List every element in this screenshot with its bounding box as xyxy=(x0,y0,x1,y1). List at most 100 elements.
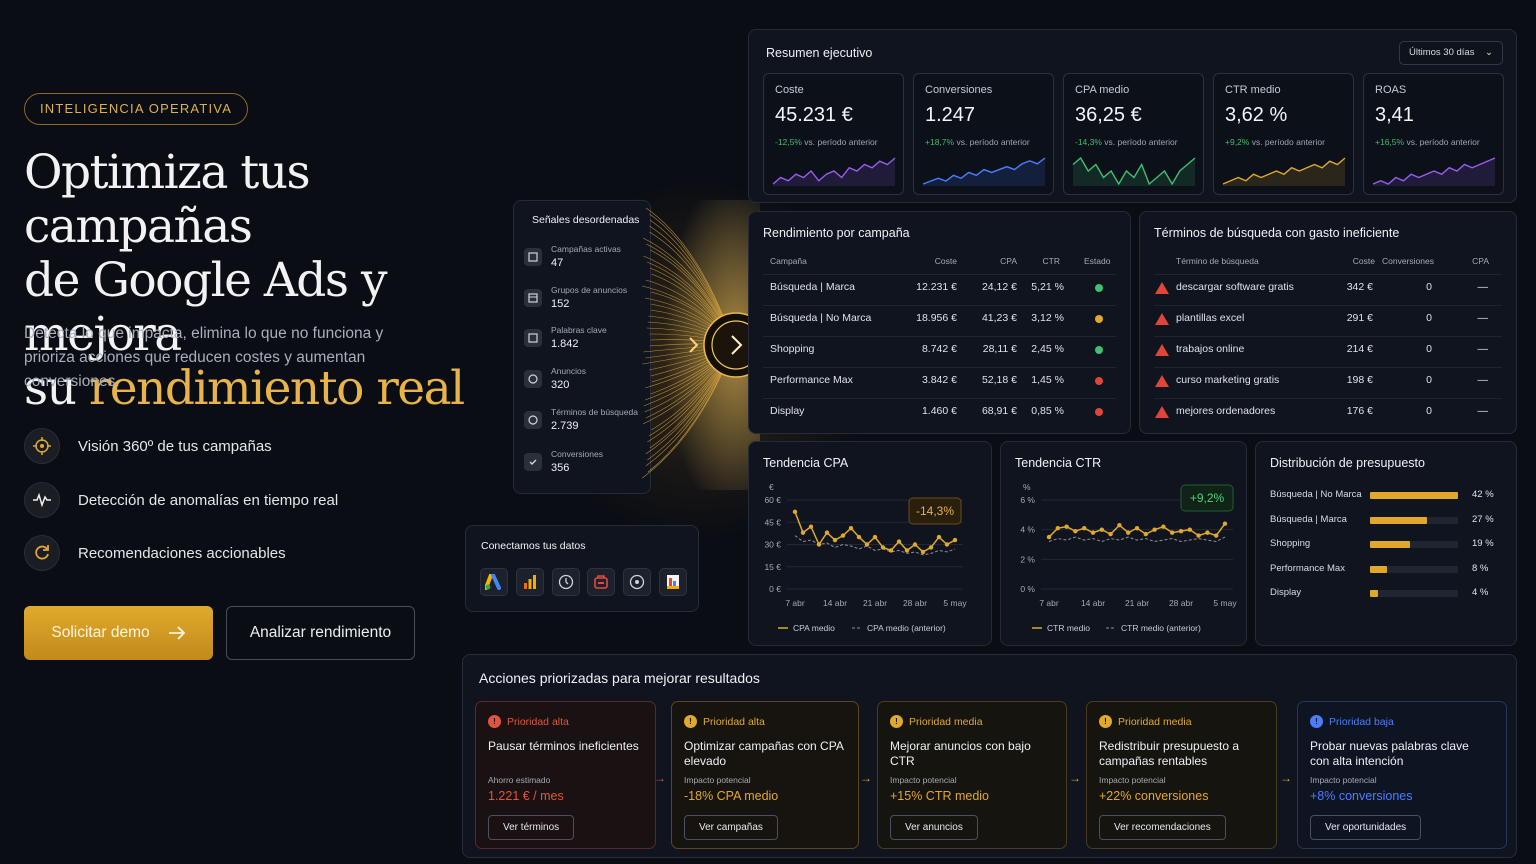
warning-icon xyxy=(1155,344,1169,356)
kpi-sparkline xyxy=(1222,154,1346,186)
kpi-card[interactable]: CTR medio 3,62 % +9,2% vs. período anterio… xyxy=(1213,73,1354,195)
campaigns-title: Rendimiento por campaña xyxy=(763,226,910,240)
target-icon[interactable] xyxy=(623,568,651,596)
kpi-delta-text: vs. período anterior xyxy=(1249,137,1325,147)
search-term[interactable]: descargar software gratis xyxy=(1176,281,1294,293)
analytics-icon[interactable] xyxy=(516,568,544,596)
warning-icon xyxy=(1155,375,1169,387)
action-button[interactable]: Ver términos xyxy=(488,815,574,840)
kpi-value: 3,41 xyxy=(1375,104,1414,127)
store-icon[interactable] xyxy=(587,568,615,596)
legend-label: CTR medio (anterior) xyxy=(1121,623,1201,633)
term-cost: 291 € xyxy=(1347,312,1373,324)
col-header: Término de búsqueda xyxy=(1176,256,1259,266)
term-cost: 214 € xyxy=(1347,343,1373,355)
kpi-card[interactable]: Coste 45.231 € -12,5% vs. período anterior xyxy=(763,73,904,195)
kpi-sparkline xyxy=(922,154,1046,186)
signal-label: Conversiones xyxy=(551,449,603,460)
priority-text: Prioridad media xyxy=(1118,716,1192,728)
feature-label: Visión 360º de tus campañas xyxy=(78,438,272,455)
data-point xyxy=(945,542,949,546)
signal-item: Campañas activas 47 xyxy=(524,244,621,270)
row-divider xyxy=(763,274,1116,275)
data-point xyxy=(801,530,805,534)
kpi-delta-value: +16,5% xyxy=(1375,137,1404,147)
data-studio-icon[interactable] xyxy=(659,568,687,596)
chevron-down-icon: ⌄ xyxy=(1485,42,1493,64)
data-point xyxy=(1100,527,1104,531)
campaign-name[interactable]: Búsqueda | Marca xyxy=(770,281,855,293)
google-ads-icon[interactable] xyxy=(480,568,508,596)
kpi-card[interactable]: CPA medio 36,25 € -14,3% vs. período anter… xyxy=(1063,73,1204,195)
data-point xyxy=(873,535,877,539)
priority-text: Prioridad baja xyxy=(1329,716,1394,728)
action-button[interactable]: Ver anuncios xyxy=(890,815,978,840)
kpi-delta-value: -12,5% xyxy=(775,137,802,147)
campaign-name[interactable]: Shopping xyxy=(770,343,814,355)
campaign-cost: 8.742 € xyxy=(922,343,957,355)
executive-summary-panel: Resumen ejecutivo Últimos 30 días ⌄ Coste… xyxy=(748,29,1517,203)
budget-bar xyxy=(1370,566,1387,573)
kpi-value: 1.247 xyxy=(925,104,975,127)
legend-label: CPA medio xyxy=(793,623,835,633)
kpi-card[interactable]: ROAS 3,41 +16,5% vs. período anterior xyxy=(1363,73,1504,195)
warning-icon xyxy=(1155,313,1169,325)
analyze-performance-button[interactable]: Analizar rendimiento xyxy=(226,606,415,660)
search-term[interactable]: trabajos online xyxy=(1176,343,1244,355)
status-dot xyxy=(1095,346,1103,354)
term-conversions: 0 xyxy=(1426,312,1432,324)
budget-category: Búsqueda | No Marca xyxy=(1270,489,1362,500)
search-term[interactable]: curso marketing gratis xyxy=(1176,374,1279,386)
signal-value: 320 xyxy=(551,378,586,392)
signal-value: 1.842 xyxy=(551,337,607,351)
kpi-delta: -14,3% vs. período anterior xyxy=(1075,137,1178,147)
col-header: Conversiones xyxy=(1382,256,1434,266)
data-point xyxy=(841,533,845,537)
budget-bar xyxy=(1370,590,1378,597)
search-term[interactable]: mejores ordenadores xyxy=(1176,405,1275,417)
action-metric-label: Impacto potencial xyxy=(1310,775,1377,785)
feature-label: Recomendaciones accionables xyxy=(78,545,286,562)
data-point xyxy=(1047,535,1051,539)
row-divider xyxy=(763,336,1116,337)
signal-item: Anuncios 320 xyxy=(524,366,586,392)
term-conversions: 0 xyxy=(1426,281,1432,293)
priority-icon: ! xyxy=(1099,715,1112,728)
kpi-sparkline xyxy=(772,154,896,186)
action-button[interactable]: Ver campañas xyxy=(684,815,778,840)
priority-icon: ! xyxy=(890,715,903,728)
feature-label: Detección de anomalías en tiempo real xyxy=(78,492,338,509)
data-point xyxy=(1196,533,1200,537)
action-button[interactable]: Ver oportunidades xyxy=(1310,815,1421,840)
y-tick-label: 6 % xyxy=(1020,495,1035,505)
budget-bar-track xyxy=(1370,590,1458,597)
action-title: Pausar términos ineficientes xyxy=(488,739,653,754)
kpi-card[interactable]: Conversiones 1.247 +18,7% vs. período ante… xyxy=(913,73,1054,195)
legend-label: CTR medio xyxy=(1047,623,1090,633)
row-divider xyxy=(1154,336,1502,337)
kpi-delta-value: +9,2% xyxy=(1225,137,1249,147)
action-metric-label: Impacto potencial xyxy=(890,775,957,785)
action-button[interactable]: Ver recomendaciones xyxy=(1099,815,1226,840)
request-demo-button[interactable]: Solicitar demo xyxy=(24,606,213,660)
campaign-name[interactable]: Performance Max xyxy=(770,374,853,386)
budget-category: Performance Max xyxy=(1270,563,1345,574)
action-metric-label: Impacto potencial xyxy=(684,775,751,785)
legend-label: CPA medio (anterior) xyxy=(867,623,946,633)
search-term[interactable]: plantillas excel xyxy=(1176,312,1244,324)
kpi-delta: +18,7% vs. período anterior xyxy=(925,137,1030,147)
kpi-sparkline xyxy=(1372,154,1496,186)
campaign-cost: 18.956 € xyxy=(916,312,957,324)
signals-panel: Señales desordenadas Campañas activas 47 … xyxy=(513,200,651,494)
y-tick-label: 15 € xyxy=(764,562,781,572)
cpa-trend-panel: Tendencia CPA €60 €45 €30 €15 €0 €7 abr 1… xyxy=(748,441,992,646)
data-point xyxy=(809,525,813,529)
budget-bar-track xyxy=(1370,492,1458,499)
data-point xyxy=(1135,526,1139,530)
arrow-right-icon xyxy=(168,626,186,640)
budget-bar-track xyxy=(1370,566,1458,573)
period-select[interactable]: Últimos 30 días ⌄ xyxy=(1399,41,1503,65)
campaign-name[interactable]: Display xyxy=(770,405,804,417)
clock-icon[interactable] xyxy=(552,568,580,596)
campaign-name[interactable]: Búsqueda | No Marca xyxy=(770,312,871,324)
